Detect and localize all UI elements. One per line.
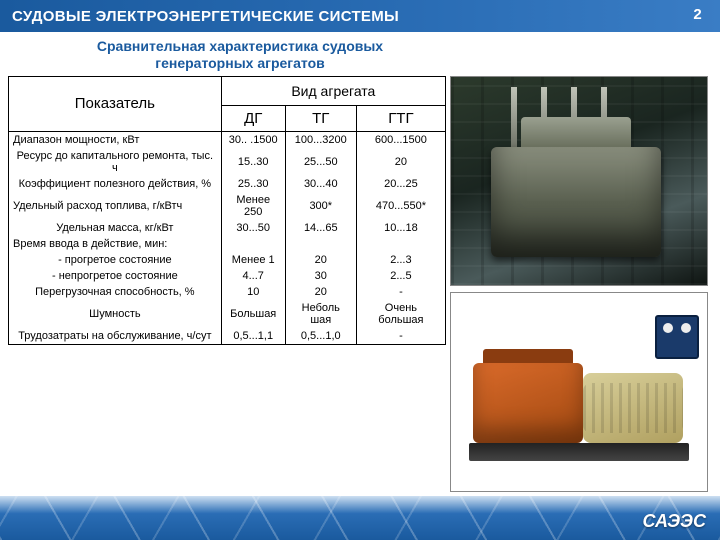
th-aggregate: Вид агрегата	[221, 76, 445, 105]
table-panel: Показатель Вид агрегата ДГ ТГ ГТГ Диапаз…	[0, 76, 450, 492]
th-col-1: ТГ	[285, 105, 356, 131]
th-col-0: ДГ	[221, 105, 285, 131]
table-body: Диапазон мощности, кВт30.. .1500100...32…	[9, 131, 446, 344]
table-row: Удельная масса, кг/кВт30...5014...6510..…	[9, 220, 446, 236]
table-row: Удельный расход топлива, г/кВтчМенее 250…	[9, 192, 446, 220]
table-row: - непрогретое состояние4...7302...5	[9, 268, 446, 284]
header-title: СУДОВЫЕ ЭЛЕКТРОЭНЕРГЕТИЧЕСКИЕ СИСТЕМЫ	[12, 8, 399, 25]
content-area: Показатель Вид агрегата ДГ ТГ ГТГ Диапаз…	[0, 76, 720, 492]
subtitle: Сравнительная характеристика судовых ген…	[0, 38, 420, 72]
table-row: ШумностьБольшаяНеболь шаяОчень большая	[9, 300, 446, 328]
page-header: СУДОВЫЕ ЭЛЕКТРОЭНЕРГЕТИЧЕСКИЕ СИСТЕМЫ 2	[0, 0, 720, 32]
diesel-genset-photo	[450, 292, 708, 492]
th-col-2: ГТГ	[356, 105, 445, 131]
table-row: Время ввода в действие, мин:	[9, 236, 446, 252]
turbine-photo	[450, 76, 708, 286]
table-row: Трудозатраты на обслуживание, ч/сут0,5..…	[9, 328, 446, 345]
table-row: Диапазон мощности, кВт30.. .1500100...32…	[9, 131, 446, 148]
images-panel	[450, 76, 712, 492]
th-parameter: Показатель	[9, 76, 222, 131]
table-row: Перегрузочная способность, %1020-	[9, 284, 446, 300]
page-number: 2	[693, 6, 702, 23]
footer-label: САЭЭС	[642, 511, 706, 532]
table-row: Ресурс до капитального ремонта, тыс. ч15…	[9, 148, 446, 176]
table-row: Коэффициент полезного действия, %25..303…	[9, 176, 446, 192]
table-row: - прогретое состояниеМенее 1202...3	[9, 252, 446, 268]
page-footer: САЭЭС	[0, 496, 720, 540]
comparison-table: Показатель Вид агрегата ДГ ТГ ГТГ Диапаз…	[8, 76, 446, 345]
